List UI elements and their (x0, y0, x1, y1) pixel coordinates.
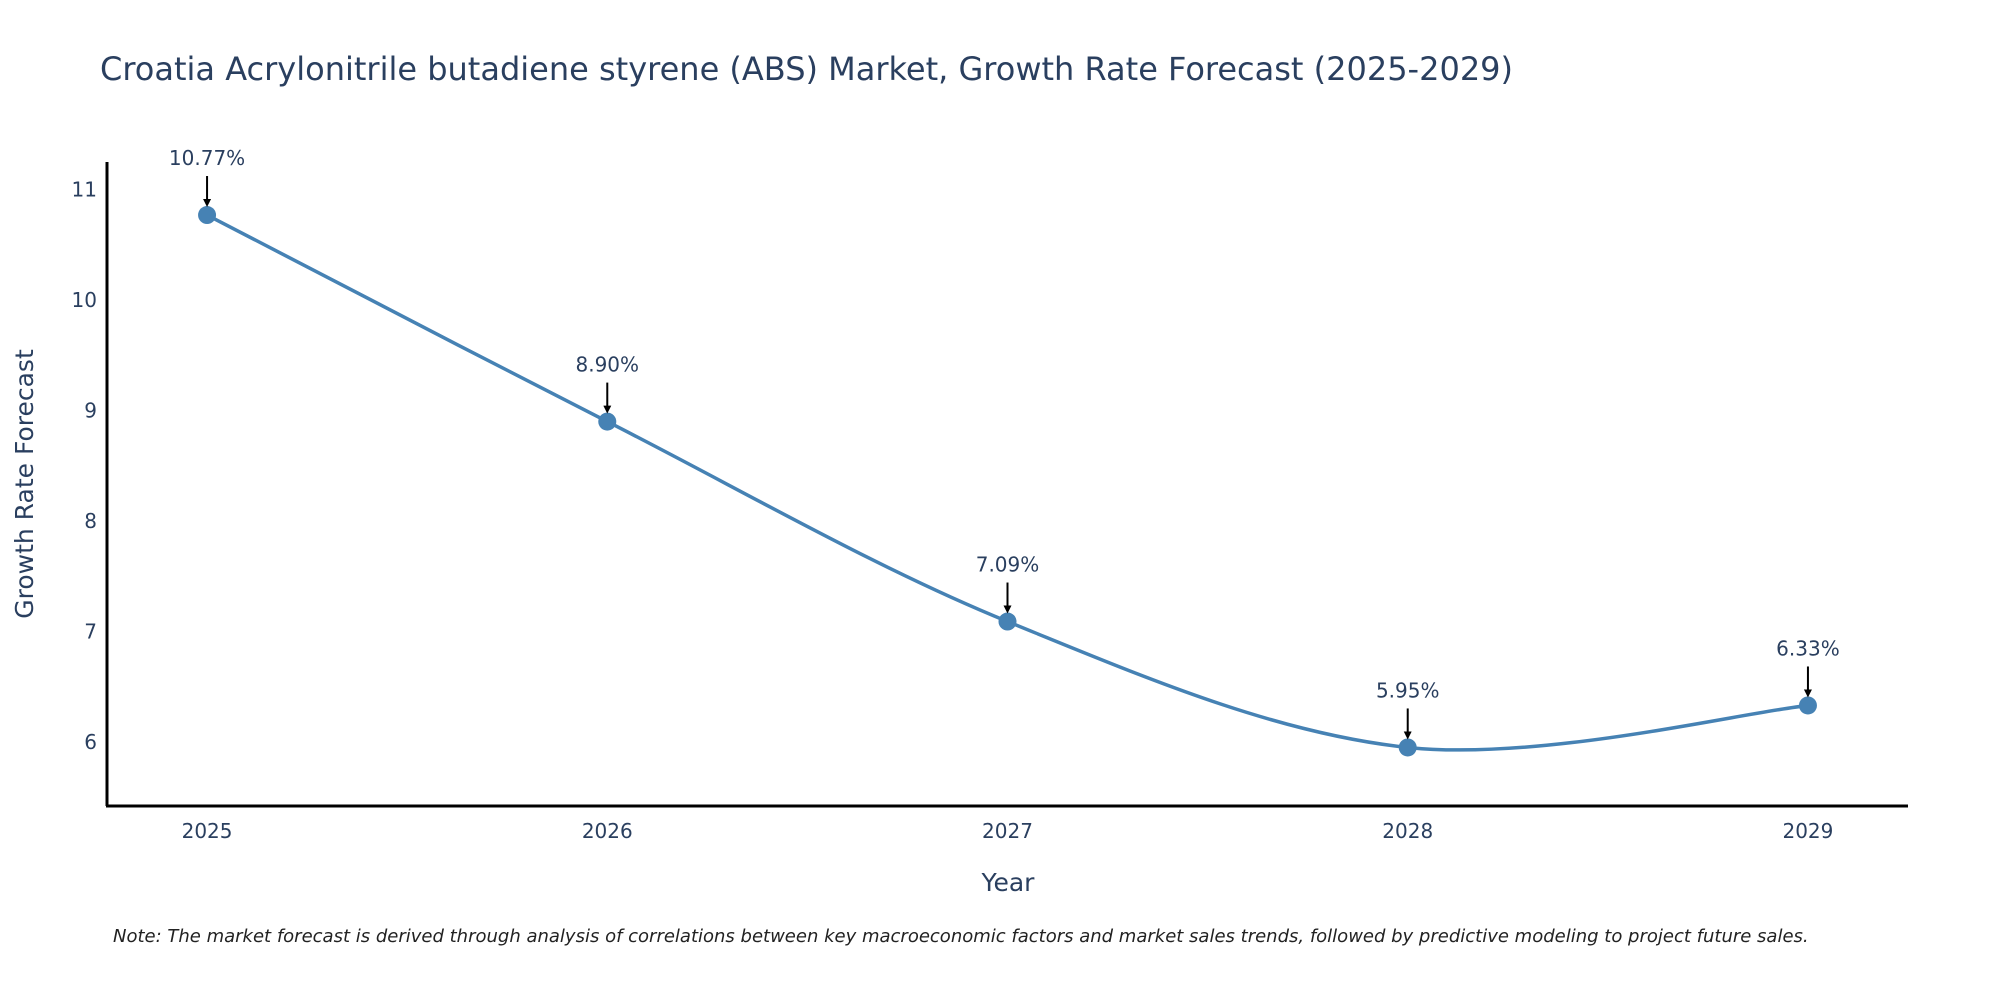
data-point (598, 412, 617, 431)
x-axis-title: Year (981, 868, 1036, 897)
plot-area: 10.77% 8.90% 7.09% 5.95% 6.33% (169, 146, 1840, 757)
chart-note: Note: The market forecast is derived thr… (113, 926, 1809, 947)
y-tick-label: 8 (84, 509, 97, 533)
data-point (1398, 738, 1417, 757)
x-tick-label: 2027 (982, 819, 1033, 843)
series-line (206, 213, 1809, 752)
data-label: 5.95% (1376, 678, 1440, 702)
data-point (998, 612, 1017, 631)
data-label: 6.33% (1776, 636, 1840, 660)
y-tick-label: 7 (84, 619, 97, 643)
y-axis-ticks: 6 7 8 9 10 11 (72, 178, 97, 754)
data-label: 8.90% (576, 353, 640, 377)
x-axis-ticks: 2025 2026 2027 2028 2029 (182, 819, 1834, 843)
y-tick-label: 6 (84, 730, 97, 754)
chart-title: Croatia Acrylonitrile butadiene styrene … (100, 50, 1513, 88)
x-tick-label: 2029 (1782, 819, 1833, 843)
data-label: 7.09% (976, 553, 1040, 577)
y-tick-label: 9 (84, 399, 97, 423)
data-point (1798, 696, 1817, 715)
data-point (198, 206, 217, 225)
y-tick-label: 10 (72, 288, 97, 312)
data-label: 10.77% (169, 146, 245, 170)
y-axis-title: Growth Rate Forecast (10, 349, 39, 619)
x-tick-label: 2028 (1382, 819, 1433, 843)
x-tick-label: 2025 (182, 819, 233, 843)
x-tick-label: 2026 (582, 819, 633, 843)
y-tick-label: 11 (72, 178, 97, 202)
